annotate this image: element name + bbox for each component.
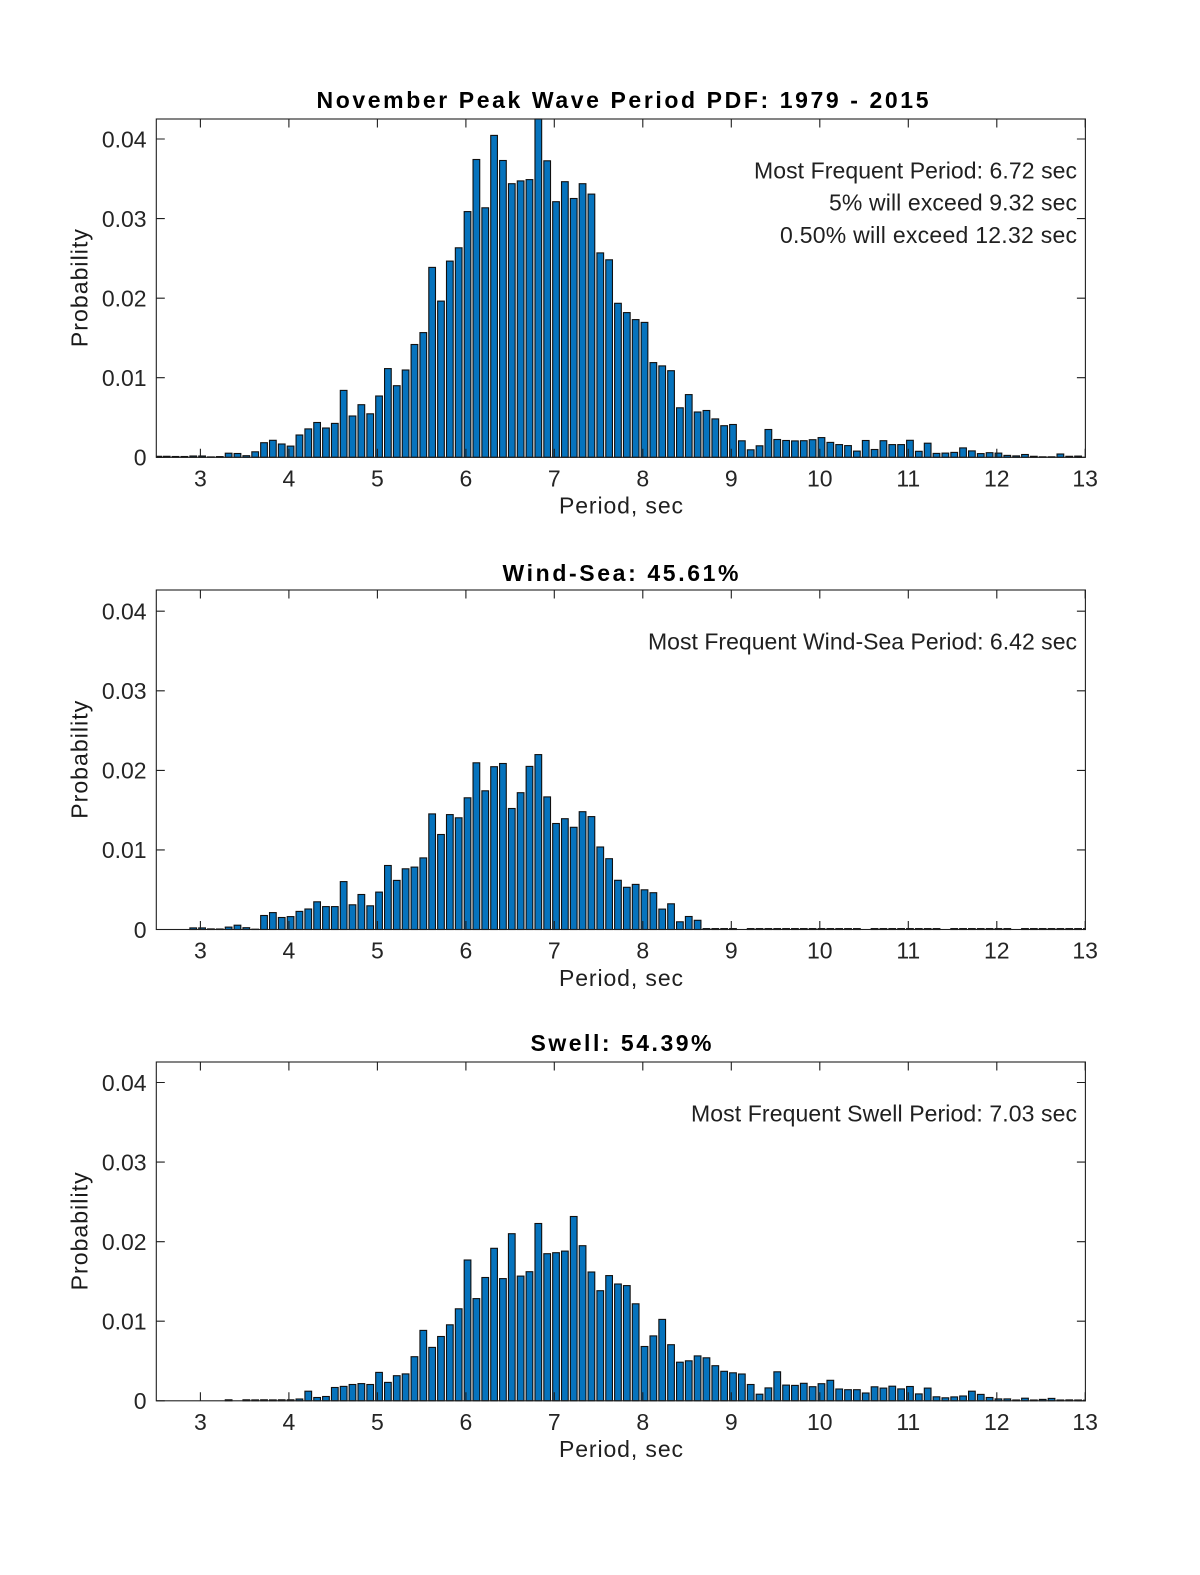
svg-text:10: 10 xyxy=(807,465,833,491)
svg-text:8: 8 xyxy=(636,465,649,491)
svg-text:11: 11 xyxy=(896,938,920,964)
svg-text:Most Frequent Swell Period: 7.: Most Frequent Swell Period: 7.03 sec xyxy=(691,1101,1077,1127)
svg-text:12: 12 xyxy=(984,465,1010,491)
svg-text:0.01: 0.01 xyxy=(102,837,147,863)
svg-text:9: 9 xyxy=(725,938,738,964)
svg-text:5: 5 xyxy=(371,465,384,491)
svg-text:9: 9 xyxy=(725,465,738,491)
svg-text:0.04: 0.04 xyxy=(102,599,147,625)
svg-text:0: 0 xyxy=(134,917,147,943)
svg-text:5% will exceed 9.32 sec: 5% will exceed 9.32 sec xyxy=(829,190,1077,216)
svg-text:10: 10 xyxy=(807,938,833,964)
svg-text:5: 5 xyxy=(371,1409,384,1435)
svg-text:0.03: 0.03 xyxy=(102,678,147,704)
svg-text:Probability: Probability xyxy=(67,700,93,819)
svg-text:7: 7 xyxy=(548,465,561,491)
svg-text:0.02: 0.02 xyxy=(102,758,147,784)
svg-text:0.04: 0.04 xyxy=(102,126,147,152)
svg-text:Probability: Probability xyxy=(67,229,93,348)
svg-text:3: 3 xyxy=(194,1409,207,1435)
svg-text:4: 4 xyxy=(283,938,296,964)
svg-text:Period, sec: Period, sec xyxy=(559,493,683,519)
svg-text:0.01: 0.01 xyxy=(102,1309,147,1335)
svg-text:Wind-Sea: 45.61%: Wind-Sea: 45.61% xyxy=(503,560,739,586)
svg-text:6: 6 xyxy=(460,465,473,491)
svg-text:4: 4 xyxy=(283,465,296,491)
svg-text:13: 13 xyxy=(1072,465,1098,491)
svg-text:0: 0 xyxy=(134,445,147,471)
svg-text:7: 7 xyxy=(548,1409,561,1435)
svg-text:6: 6 xyxy=(460,938,473,964)
svg-text:Swell: 54.39%: Swell: 54.39% xyxy=(531,1030,712,1056)
svg-text:6: 6 xyxy=(460,1409,473,1435)
svg-text:3: 3 xyxy=(194,938,207,964)
svg-text:0.02: 0.02 xyxy=(102,286,147,312)
svg-text:November Peak Wave Period PDF:: November Peak Wave Period PDF: 1979 - 20… xyxy=(317,87,929,113)
svg-text:12: 12 xyxy=(984,938,1010,964)
svg-text:4: 4 xyxy=(283,1409,296,1435)
svg-text:Most Frequent Wind-Sea Period:: Most Frequent Wind-Sea Period: 6.42 sec xyxy=(648,629,1077,655)
svg-text:0: 0 xyxy=(134,1388,147,1414)
svg-text:0.02: 0.02 xyxy=(102,1229,147,1255)
svg-text:3: 3 xyxy=(194,465,207,491)
svg-text:9: 9 xyxy=(725,1409,738,1435)
svg-text:Probability: Probability xyxy=(67,1172,93,1291)
svg-text:0.03: 0.03 xyxy=(102,206,147,232)
svg-text:7: 7 xyxy=(548,938,561,964)
svg-text:13: 13 xyxy=(1072,938,1098,964)
svg-text:0.01: 0.01 xyxy=(102,365,147,391)
svg-text:8: 8 xyxy=(636,938,649,964)
svg-text:0.50% will exceed 12.32 sec: 0.50% will exceed 12.32 sec xyxy=(780,222,1077,248)
svg-text:13: 13 xyxy=(1072,1409,1098,1435)
svg-text:0.04: 0.04 xyxy=(102,1070,147,1096)
svg-text:11: 11 xyxy=(896,1409,920,1435)
svg-text:Most Frequent Period: 6.72 sec: Most Frequent Period: 6.72 sec xyxy=(754,158,1077,184)
svg-text:11: 11 xyxy=(896,465,920,491)
svg-text:12: 12 xyxy=(984,1409,1010,1435)
svg-text:0.03: 0.03 xyxy=(102,1149,147,1175)
svg-text:Period, sec: Period, sec xyxy=(559,965,683,991)
svg-text:Period, sec: Period, sec xyxy=(559,1436,683,1462)
svg-text:10: 10 xyxy=(807,1409,833,1435)
svg-text:8: 8 xyxy=(636,1409,649,1435)
svg-text:5: 5 xyxy=(371,938,384,964)
